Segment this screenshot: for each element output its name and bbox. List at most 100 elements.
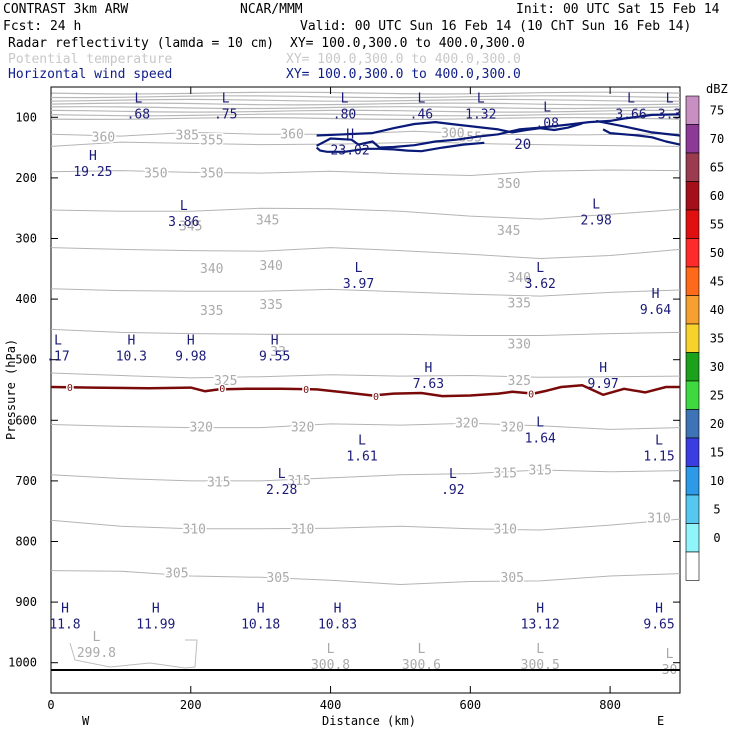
zero-dbz-line: [50, 383, 680, 398]
wind-extremum-value: 13.12: [521, 618, 560, 633]
wind-extremum-type: L: [54, 334, 62, 349]
wind-extremum-value: 9.97: [587, 377, 618, 392]
wind-extremum-value: .17: [46, 350, 69, 365]
colorbar-label: 50: [710, 246, 724, 260]
theta-contour-label: 320: [190, 421, 213, 436]
wind-extremum-type: H: [599, 361, 607, 376]
zero-line-label: 0: [528, 390, 534, 401]
wind-extremum-type: H: [424, 361, 432, 376]
theta-contour-label: 315: [287, 474, 310, 489]
x-tick-label: 400: [320, 698, 342, 712]
colorbar-swatch: [685, 380, 700, 410]
theta-band-line: [50, 98, 680, 102]
title-valid: Valid: 00 UTC Sun 16 Feb 14 (10 ChT Sun …: [300, 19, 691, 34]
theta-extremum-type: L: [327, 642, 335, 657]
wind-extremum-value: 1.64: [525, 431, 556, 446]
wind-extremum-value: 11.8: [49, 618, 80, 633]
wind-extremum-value: 3.3: [658, 107, 681, 122]
theta-contour-label: 345: [497, 224, 520, 239]
theta-contour-label: 345: [256, 213, 279, 228]
wind-extremum-value: 9.64: [640, 303, 671, 318]
y-tick-label: 400: [15, 292, 37, 306]
colorbar-swatch: [685, 238, 700, 268]
colorbar-label: 30: [710, 360, 724, 374]
theta-contour-label: 305: [165, 567, 188, 582]
y-tick-label: 700: [15, 474, 37, 488]
theta-band-line: [50, 106, 681, 110]
y-tick-label: 1000: [8, 656, 37, 670]
theta-contour-label: 310: [494, 522, 517, 537]
theta-contour-label: 305: [266, 571, 289, 586]
theta-isoline: [50, 169, 681, 177]
colorbar-swatch: [685, 323, 700, 353]
wind-extremum-type: L: [278, 467, 286, 482]
colorbar-label: 5: [713, 502, 720, 516]
theta-contour-label: 355: [200, 133, 223, 148]
wind-extremum-type: H: [271, 334, 279, 349]
field-xy-wind: XY= 100.0,300.0 to 400.0,300.0: [286, 67, 521, 82]
title-fcst: Fcst: 24 h: [3, 19, 81, 34]
wind-extremum-type: H: [346, 128, 354, 143]
theta-isoline: [50, 518, 681, 531]
wind-extremum-type: H: [536, 602, 544, 617]
x-end-left: W: [82, 714, 90, 728]
theta-contour-label: 320: [291, 421, 314, 436]
colorbar-unit: dBZ: [706, 82, 728, 96]
wind-extremum-type: L: [134, 91, 142, 106]
x-tick-label: 200: [180, 698, 202, 712]
wind-20-contour: [315, 113, 681, 153]
theta-extremum-value: 299.8: [77, 646, 116, 661]
wind-20-segment: [315, 141, 485, 153]
theta-contour-label: 385: [176, 128, 199, 143]
y-tick-label: 300: [15, 232, 37, 246]
y-tick-label: 100: [15, 110, 37, 124]
theta-contour-label: 360: [92, 130, 115, 145]
theta-extremum-type: L: [93, 630, 101, 645]
wind-extremum-type: L: [358, 434, 366, 449]
colorbar-label: 75: [710, 103, 724, 117]
wind-extremum-type: H: [89, 149, 97, 164]
wind-extremum-value: 19.25: [73, 165, 112, 180]
colorbar-swatch: [685, 152, 700, 182]
colorbar-label: 10: [710, 474, 724, 488]
theta-contour-label: 310: [291, 522, 314, 537]
colorbar-swatch: [685, 209, 700, 239]
colorbar-swatch: [685, 181, 700, 211]
colorbar-swatch: [685, 352, 700, 382]
x-tick-label: 0: [47, 698, 54, 712]
theta-contour-label: 335: [200, 304, 223, 319]
theta-contour-label: 325: [214, 374, 237, 389]
plot-frame: [50, 86, 681, 694]
wind-extremum-type: H: [127, 334, 135, 349]
wind-extremum-type: L: [180, 199, 188, 214]
colorbar-label: 0: [713, 531, 720, 545]
y-axis-label: Pressure (hPa): [4, 339, 18, 440]
colorbar-label: 25: [710, 388, 724, 402]
colorbar-swatch: [685, 124, 700, 154]
wind-extremum-type: L: [477, 91, 485, 106]
upper-theta-band: [50, 91, 681, 121]
terrain-outline: [69, 639, 198, 669]
theta-contour-label: 340: [508, 271, 531, 286]
wind-extremum-value: 23.02: [331, 144, 370, 159]
theta-band-line: [50, 109, 680, 113]
theta-contour-label: 310: [183, 522, 206, 537]
wind-contour-labels: 20: [514, 137, 531, 153]
colorbar-label: 15: [710, 445, 724, 459]
wind-extremum-type: L: [536, 415, 544, 430]
theta-isoline: [50, 469, 681, 482]
wind-extremum-value: .46: [410, 107, 433, 122]
colorbar-swatch: [685, 266, 700, 296]
theta-contour-label: 360: [280, 127, 303, 142]
y-tick-label: 200: [15, 171, 37, 185]
wind-extremum-value: .75: [214, 107, 237, 122]
wind-extremum-type: H: [334, 602, 342, 617]
wind-extremum-type: L: [417, 91, 425, 106]
colorbar-swatch: [685, 95, 700, 125]
wind-extremum-type: L: [222, 91, 230, 106]
wind-extremum-type: H: [61, 602, 69, 617]
zero-line-label: 0: [373, 392, 379, 403]
wind-extremum-value: 3.86: [168, 215, 199, 230]
